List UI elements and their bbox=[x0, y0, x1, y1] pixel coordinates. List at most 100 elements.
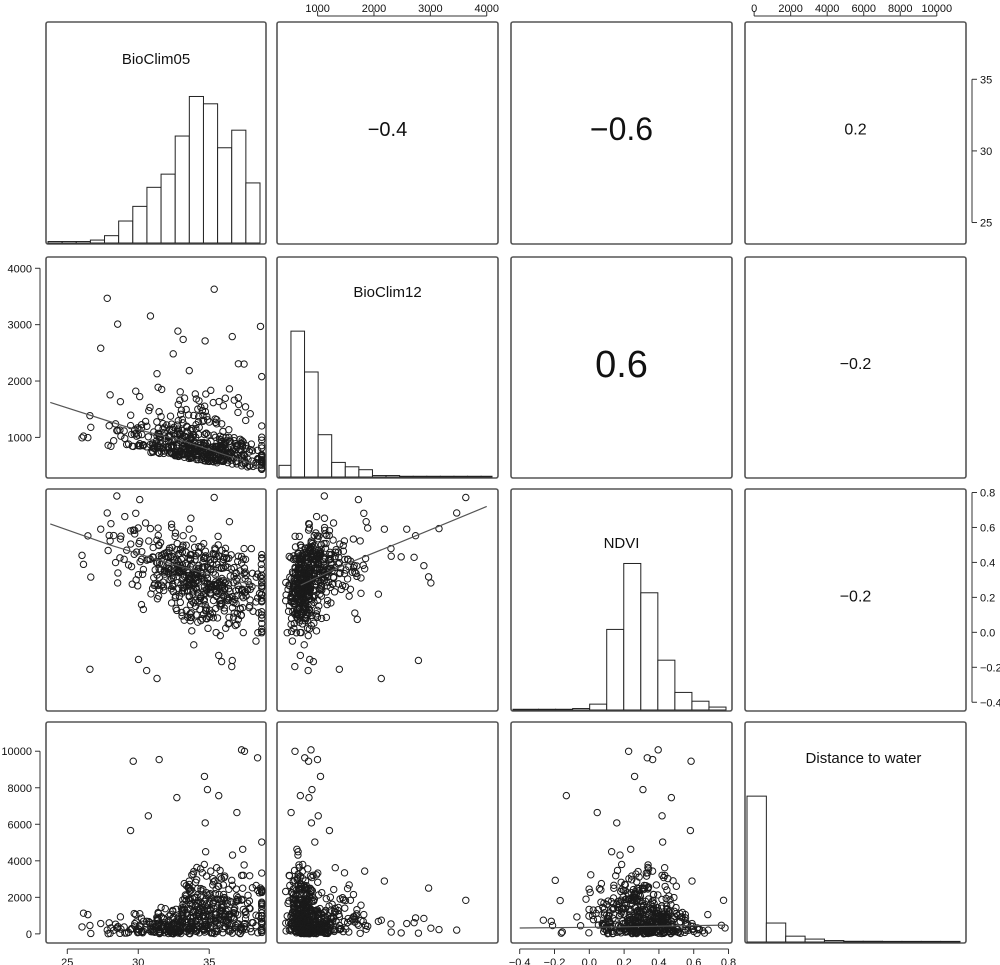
histogram-bar-bioclim12 bbox=[304, 371, 319, 478]
scatter-point bbox=[97, 525, 105, 533]
scatter-point bbox=[193, 569, 201, 578]
scatter-point bbox=[191, 901, 199, 909]
scatter-point bbox=[185, 580, 194, 589]
scatter-point bbox=[303, 624, 312, 632]
scatter-point bbox=[113, 924, 121, 932]
scatter-point bbox=[126, 540, 135, 548]
scatter-point bbox=[203, 412, 211, 421]
scatter-point bbox=[217, 564, 226, 573]
tick-label: 2000 bbox=[778, 3, 802, 15]
scatter-point bbox=[163, 421, 171, 429]
scatter-point bbox=[645, 928, 654, 937]
scatter-point bbox=[141, 519, 150, 527]
tick-label: 2000 bbox=[8, 892, 32, 904]
scatter-point bbox=[245, 603, 254, 612]
scatter-point bbox=[242, 416, 250, 425]
scatter-point bbox=[637, 897, 645, 906]
scatter-point bbox=[157, 385, 166, 394]
scatter-bioclim12-vs-bioclim05 bbox=[50, 285, 266, 474]
scatter-point bbox=[634, 867, 642, 876]
scatter-point bbox=[296, 578, 304, 587]
scatter-point bbox=[637, 926, 646, 935]
scatter-point bbox=[301, 569, 310, 577]
scatter-ndvi-vs-bioclim05 bbox=[50, 492, 266, 683]
scatter-point bbox=[306, 655, 314, 664]
scatter-point bbox=[210, 493, 218, 502]
scatter-point bbox=[154, 921, 162, 929]
scatter-point bbox=[134, 655, 143, 664]
tick-label: 2000 bbox=[362, 3, 386, 15]
scatter-point bbox=[643, 754, 651, 762]
histogram-bar-distance-to-water bbox=[882, 940, 903, 943]
scatter-point bbox=[721, 924, 729, 932]
scatter-point bbox=[258, 611, 266, 619]
scatter-point bbox=[658, 895, 666, 904]
scatter-point bbox=[303, 915, 312, 924]
correlation-bioclim05-distance-to-water: 0.2 bbox=[844, 122, 866, 139]
scatter-point bbox=[257, 591, 266, 599]
scatter-point bbox=[377, 674, 385, 683]
scatter-point bbox=[215, 651, 223, 660]
scatter-point bbox=[310, 619, 318, 627]
scatter-point bbox=[320, 539, 328, 548]
scatter-point bbox=[178, 435, 186, 443]
scatter-point bbox=[194, 413, 203, 421]
scatter-point bbox=[323, 596, 332, 605]
scatter-point bbox=[322, 613, 331, 622]
scatter-point bbox=[462, 493, 470, 502]
scatter-point bbox=[704, 926, 712, 934]
scatter-point bbox=[435, 524, 443, 533]
scatter-point bbox=[209, 398, 217, 407]
scatter-point bbox=[172, 604, 180, 613]
scatter-point bbox=[230, 434, 238, 442]
scatter-point bbox=[146, 918, 154, 927]
scatter-point bbox=[137, 555, 146, 564]
scatter-point bbox=[168, 906, 177, 915]
scatter-point bbox=[295, 532, 303, 541]
scatter-point bbox=[207, 437, 215, 446]
scatter-point bbox=[602, 911, 611, 919]
scatter-point bbox=[129, 442, 137, 451]
scatter-point bbox=[200, 587, 208, 595]
scatter-point bbox=[224, 454, 233, 462]
scatter-point bbox=[200, 430, 209, 439]
scatter-point bbox=[248, 447, 257, 455]
scatter-point bbox=[658, 871, 666, 879]
scatter-point bbox=[307, 746, 315, 754]
scatter-point bbox=[180, 587, 189, 595]
scatter-point bbox=[613, 866, 622, 875]
scatter-point bbox=[322, 906, 330, 915]
scatter-point bbox=[453, 509, 461, 517]
scatter-point bbox=[414, 656, 423, 665]
scatter-point bbox=[649, 896, 657, 905]
scatter-point bbox=[642, 872, 651, 880]
scatter-point bbox=[127, 562, 136, 571]
scatter-point bbox=[589, 906, 597, 914]
scatter-point bbox=[201, 819, 209, 827]
scatter-point bbox=[203, 555, 211, 563]
scatter-point bbox=[290, 911, 299, 919]
scatter-point bbox=[124, 440, 133, 448]
scatter-point bbox=[187, 550, 195, 559]
scatter-point bbox=[160, 568, 169, 576]
scatter-point bbox=[635, 873, 643, 881]
scatter-point bbox=[176, 598, 185, 607]
scatter-point bbox=[601, 918, 610, 927]
scatter-point bbox=[248, 569, 257, 578]
scatter-point bbox=[253, 446, 262, 454]
scatter-point bbox=[149, 444, 158, 452]
scatter-point bbox=[222, 624, 230, 632]
scatter-point bbox=[207, 867, 215, 875]
scatter-point bbox=[258, 886, 266, 895]
scatter-point bbox=[669, 877, 677, 885]
scatter-point bbox=[209, 878, 218, 886]
scatter-point bbox=[84, 910, 92, 919]
scatter-point bbox=[133, 929, 142, 937]
tick-label: 35 bbox=[980, 74, 992, 86]
scatter-distance-to-water-vs-bioclim12 bbox=[281, 746, 470, 938]
scatter-point bbox=[201, 547, 210, 555]
scatter-point bbox=[174, 400, 182, 409]
scatter-point bbox=[631, 919, 639, 927]
scatter-point bbox=[585, 929, 593, 937]
scatter-point bbox=[539, 916, 548, 924]
